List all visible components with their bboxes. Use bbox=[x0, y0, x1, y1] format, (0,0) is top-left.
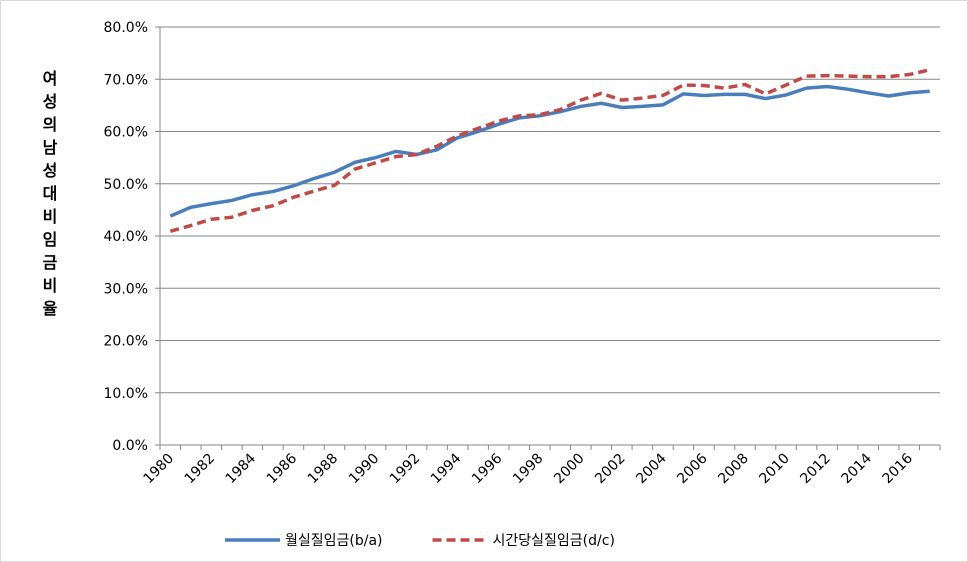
x-tick-label: 2008 bbox=[715, 451, 752, 488]
x-tick-label: 1984 bbox=[223, 450, 260, 487]
y-tick-label: 80.0% bbox=[104, 20, 148, 36]
y-tick-label: 60.0% bbox=[104, 125, 148, 141]
x-tick-label: 2012 bbox=[797, 451, 834, 488]
x-tick-label: 1980 bbox=[141, 451, 178, 488]
series-line bbox=[169, 84, 930, 218]
y-tick-label: 0.0% bbox=[112, 438, 148, 454]
x-tick-label: 1996 bbox=[469, 450, 506, 487]
x-tick-label: 1992 bbox=[387, 451, 424, 488]
y-tick-label: 70.0% bbox=[104, 72, 148, 88]
x-tick-label: 1982 bbox=[182, 451, 219, 488]
x-tick-label: 1998 bbox=[510, 451, 547, 488]
legend-label: 시간당실질임금(d/c) bbox=[493, 533, 615, 549]
x-tick-label: 2016 bbox=[880, 450, 917, 487]
y-tick-label: 40.0% bbox=[104, 229, 148, 245]
x-tick-label: 2004 bbox=[633, 450, 670, 487]
y-tick-label: 20.0% bbox=[104, 334, 148, 350]
x-tick-label: 2010 bbox=[756, 451, 793, 488]
y-tick-label: 50.0% bbox=[104, 177, 148, 193]
x-tick-label: 2006 bbox=[674, 450, 711, 487]
y-axis-label: 여성의남성대비임금비율 bbox=[39, 70, 58, 323]
x-tick-label: 1986 bbox=[264, 450, 301, 487]
x-tick-label: 2002 bbox=[592, 451, 629, 488]
y-tick-label: 10.0% bbox=[104, 386, 148, 402]
x-tick-label: 1994 bbox=[428, 450, 465, 487]
y-tick-label: 30.0% bbox=[104, 281, 148, 297]
x-tick-label: 2014 bbox=[838, 450, 875, 487]
x-tick-label: 1988 bbox=[305, 451, 342, 488]
series-line bbox=[169, 68, 931, 233]
x-tick-label: 2000 bbox=[551, 451, 588, 488]
x-tick-label: 1990 bbox=[346, 451, 383, 488]
legend-label: 월실질임금(b/a) bbox=[285, 533, 383, 549]
